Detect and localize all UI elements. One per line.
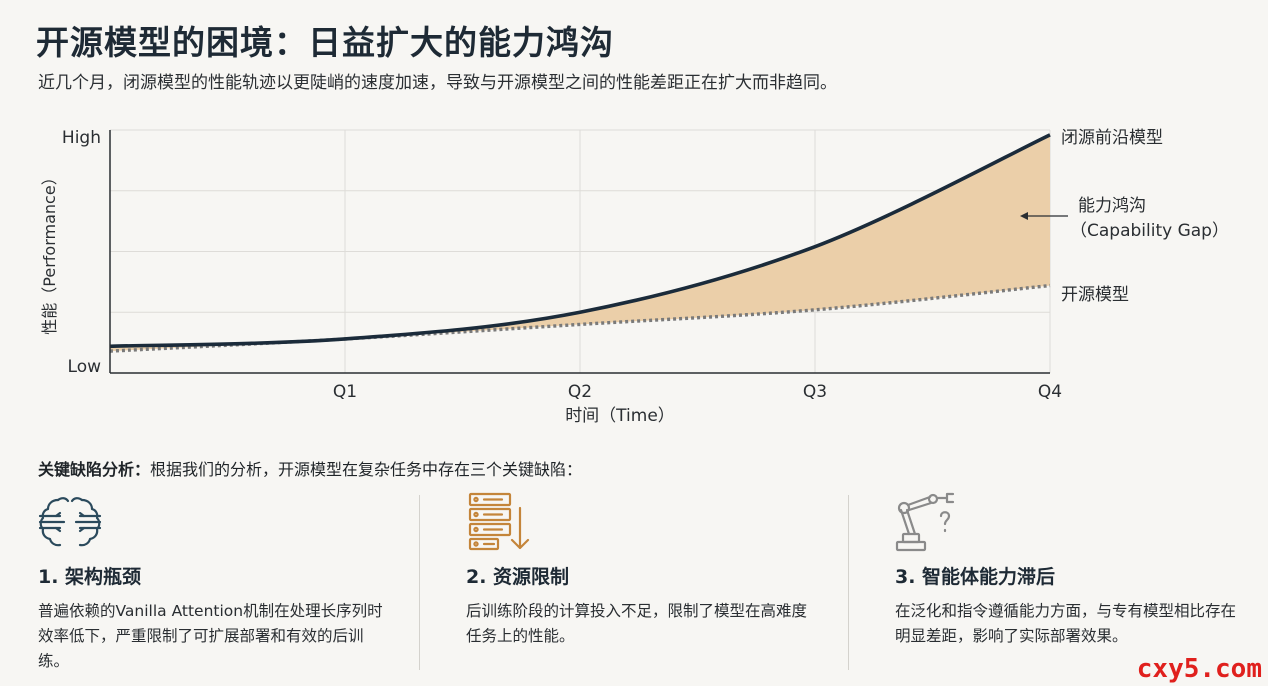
analysis-text: 根据我们的分析，开源模型在复杂任务中存在三个关键缺陷： (150, 460, 583, 479)
x-tick-label: Q2 (568, 382, 592, 402)
card-heading: 3. 智能体能力滞后 (895, 566, 1056, 588)
card-heading: 2. 资源限制 (466, 566, 570, 588)
gap-label-en: （Capability Gap） (1070, 221, 1229, 241)
x-tick-label: Q3 (803, 382, 827, 402)
x-tick-labels: Q1 Q2 Q3 Q4 (333, 382, 1062, 402)
card-resources: 2. 资源限制 后训练阶段的计算投入不足，限制了模型在高难度任务上的性能。 (466, 490, 826, 649)
gap-label: 能力鸿沟 (1078, 196, 1146, 216)
page-title: 开源模型的困境：日益扩大的能力鸿沟 (36, 23, 614, 62)
server-download-icon (468, 492, 530, 551)
y-tick-high: High (62, 128, 101, 148)
x-axis-label: 时间（Time） (565, 406, 675, 426)
y-tick-low: Low (68, 357, 102, 377)
brain-icon (38, 497, 102, 547)
x-tick-label: Q1 (333, 382, 357, 402)
divider (419, 495, 420, 670)
robot-arm-icon (895, 492, 955, 552)
performance-chart: High Low 性能（Performance） Q1 Q2 Q3 Q4 时间（Tim… (40, 128, 1229, 426)
page-subtitle: 近几个月，闭源模型的性能轨迹以更陡峭的速度加速，导致与开源模型之间的性能差距正在… (38, 73, 837, 93)
card-architecture: 1. 架构瓶颈 普遍依赖的Vanilla Attention机制在处理长序列时效… (38, 490, 398, 674)
card-heading: 1. 架构瓶颈 (38, 566, 142, 588)
gap-arrow-head (1020, 212, 1028, 220)
card-body: 普遍依赖的Vanilla Attention机制在处理长序列时效率低下，严重限制… (38, 602, 383, 670)
series-label-open-source: 开源模型 (1061, 285, 1129, 305)
analysis-intro: 关键缺陷分析：根据我们的分析，开源模型在复杂任务中存在三个关键缺陷： (38, 456, 582, 480)
analysis-lead: 关键缺陷分析： (38, 460, 151, 479)
series-line-closed-frontier (109, 133, 1051, 349)
card-body: 后训练阶段的计算投入不足，限制了模型在高难度任务上的性能。 (466, 602, 808, 645)
watermark: cxy5.com (1136, 654, 1262, 684)
divider (848, 495, 849, 670)
series-line-open-source (109, 283, 1051, 353)
series-label-closed-frontier: 闭源前沿模型 (1061, 128, 1163, 148)
y-axis-label: 性能（Performance） (40, 169, 59, 334)
capability-gap-area (110, 134, 1050, 352)
card-agent: 3. 智能体能力滞后 在泛化和指令遵循能力方面，与专有模型相比存在明显差距，影响… (895, 490, 1255, 649)
x-tick-label: Q4 (1038, 382, 1062, 402)
card-body: 在泛化和指令遵循能力方面，与专有模型相比存在明显差距，影响了实际部署效果。 (895, 602, 1237, 645)
